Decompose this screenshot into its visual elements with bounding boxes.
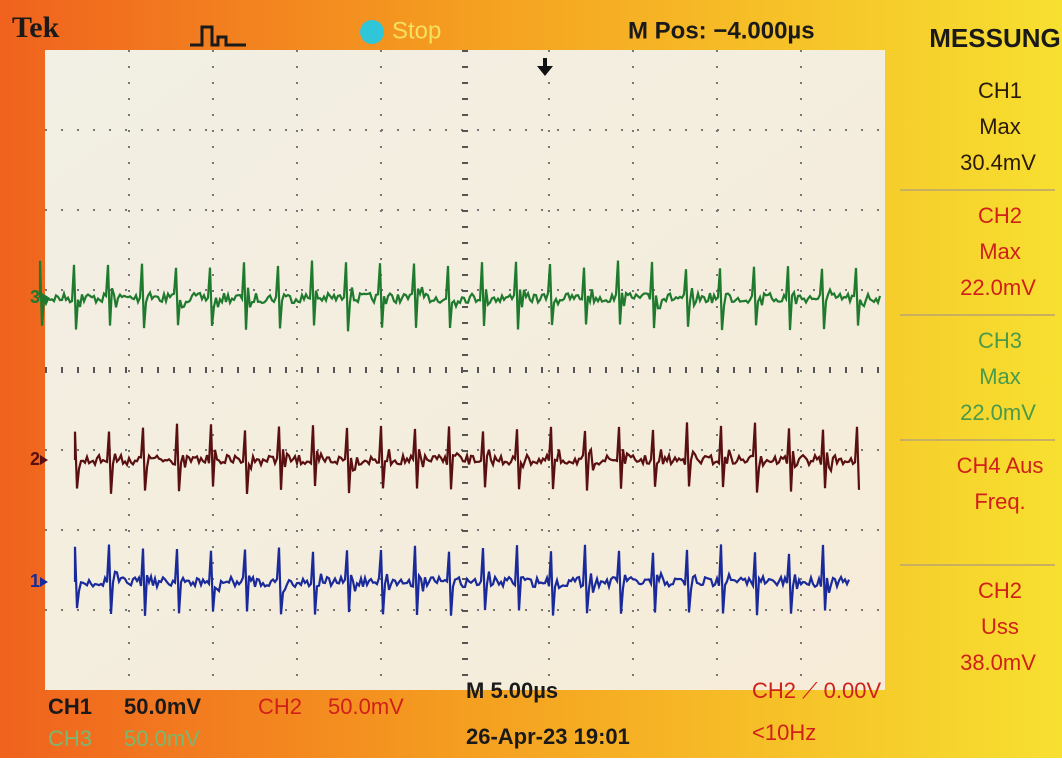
trigger-frequency: <10Hz — [752, 720, 816, 745]
menu-value: 22.0mV — [960, 400, 1036, 425]
menu-measure: Max — [979, 239, 1021, 264]
menu-title: MESSUNG — [929, 23, 1060, 53]
waveform — [73, 422, 861, 495]
horizontal-position: M Pos: −4.000µs — [628, 17, 815, 44]
ch1-scale: 50.0mV — [124, 694, 201, 719]
graticule — [45, 50, 885, 690]
waveform — [73, 544, 851, 616]
channel-marker-arrow — [40, 455, 48, 465]
measure-menu: CH1 Max 30.4mV CH2 Max 22.0mV CH3 Max 22.0mV CH4 … — [900, 78, 1055, 675]
menu-value: 22.0mV — [960, 275, 1036, 300]
channel-marker: 3 — [30, 287, 40, 307]
timestamp: 26-Apr-23 19:01 — [466, 724, 630, 749]
menu-value: 38.0mV — [960, 650, 1036, 675]
menu-measure: Max — [979, 114, 1021, 139]
waveforms: 3 2 1 — [30, 260, 882, 616]
ch1-label: CH1 — [48, 694, 92, 719]
channel-marker-arrow — [42, 293, 50, 303]
menu-measure: Uss — [981, 614, 1019, 639]
waveform — [38, 260, 882, 332]
brand: Tek — [12, 11, 60, 44]
ch3-scale: 50.0mV — [124, 726, 200, 751]
menu-channel: CH3 — [978, 328, 1022, 353]
channel-marker: 1 — [30, 571, 40, 591]
channel-marker-arrow — [40, 577, 48, 587]
menu-measure: Max — [979, 364, 1021, 389]
ch2-scale: 50.0mV — [328, 694, 404, 719]
menu-channel: CH2 — [978, 578, 1022, 603]
menu-value: 30.4mV — [960, 150, 1036, 175]
trigger-setting: CH2 ⟋ 0.00V — [752, 678, 881, 703]
timebase: M 5.00µs — [466, 678, 558, 703]
run-status-icon — [360, 20, 384, 44]
ch3-label: CH3 — [48, 726, 92, 751]
menu-channel: CH1 — [978, 78, 1022, 103]
acquire-icon — [190, 25, 246, 47]
menu-channel: CH2 — [978, 203, 1022, 228]
menu-channel: CH4 Aus — [957, 453, 1044, 478]
trigger-position-arrow — [537, 58, 553, 76]
menu-measure: Freq. — [974, 489, 1025, 514]
channel-marker: 2 — [30, 449, 40, 469]
run-status: Stop — [392, 17, 441, 44]
ch2-label: CH2 — [258, 694, 302, 719]
